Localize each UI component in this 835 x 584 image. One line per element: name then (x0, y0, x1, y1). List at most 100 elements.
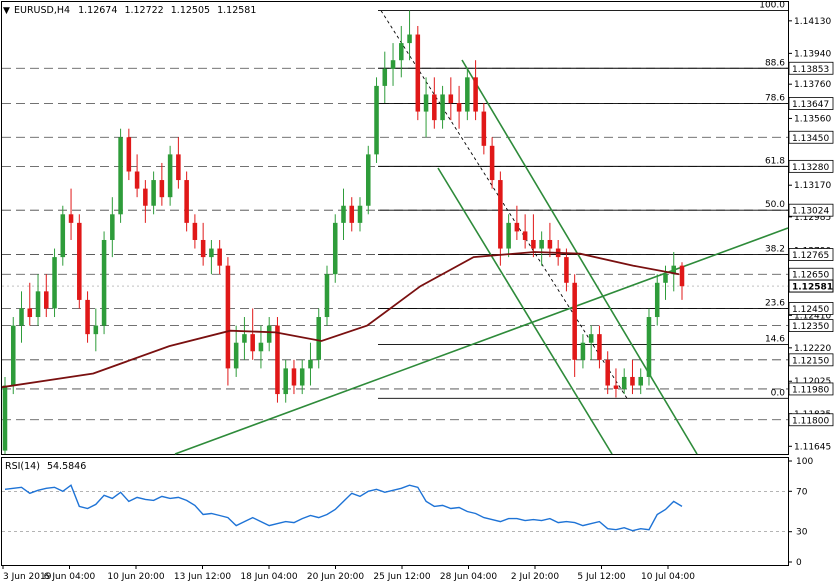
rsi-tick-label: 100 (796, 457, 813, 467)
price-level-box (788, 97, 834, 110)
fib-level-label: 88.6 (765, 58, 785, 68)
price-tick-label: 1.11645 (794, 442, 831, 452)
bull-candle (19, 308, 24, 326)
price-tick-label: 1.12985 (794, 213, 831, 223)
bear-candle (572, 282, 577, 360)
time-tick-label: 25 Jun 12:00 (373, 572, 430, 582)
price-tick-label: 1.13760 (794, 80, 831, 90)
price-level-box (788, 159, 834, 173)
channel-upper-line (461, 59, 698, 455)
bull-candle (266, 325, 272, 343)
rsi-tick-label: 30 (796, 528, 808, 538)
moving-average (1, 251, 680, 389)
bear-candle (184, 180, 189, 223)
bull-candle (308, 359, 313, 369)
bull-candle (654, 282, 660, 318)
price-level-box (788, 302, 834, 315)
bear-candle (481, 111, 487, 146)
price-level-label: 1.13024 (792, 207, 829, 217)
bear-candle (126, 137, 132, 172)
time-tick-label: 10 Jun 20:00 (107, 572, 164, 582)
bear-candle (605, 359, 610, 386)
price-level-box (788, 382, 834, 396)
bull-candle (242, 334, 247, 343)
price-level-label: 1.12350 (792, 322, 829, 332)
bear-candle (159, 180, 165, 198)
bull-candle (580, 342, 586, 360)
collapse-triangle-icon[interactable]: ▼ (3, 6, 10, 16)
price-level-label: 1.12650 (792, 271, 829, 281)
bear-candle (564, 257, 569, 283)
price-tick-label: 1.12025 (794, 377, 831, 387)
bull-candle (52, 257, 57, 309)
bull-candle (118, 137, 123, 215)
bear-candle (498, 180, 503, 249)
price-tick-label: 1.12220 (794, 344, 831, 354)
price-panel-frame (1, 1, 789, 455)
fib-diagonal (380, 10, 628, 399)
bear-candle (679, 265, 685, 287)
bull-candle (390, 60, 396, 69)
bear-candle (531, 239, 536, 249)
bear-candle (514, 222, 520, 232)
bull-candle (324, 274, 330, 318)
price-tick-label: 1.13940 (794, 49, 831, 59)
bull-candle (299, 368, 305, 386)
bull-candle (341, 205, 346, 223)
price-level-label: 1.13853 (792, 65, 829, 75)
fib-level-label: 38.2 (765, 245, 785, 255)
fibonacci-levels: 100.0 88.6 78.6 61.8 50.0 38.2 23.6 14.6 0.0 (378, 1, 788, 399)
current-price-label: 1.12581 (792, 283, 833, 293)
bull-candle (209, 248, 214, 258)
bear-candle (85, 299, 90, 335)
bull-candle (465, 77, 470, 112)
price-level-label: 1.13450 (792, 134, 829, 144)
bear-candle (68, 214, 74, 223)
bull-candle (110, 214, 115, 240)
bear-candle (250, 334, 255, 352)
bull-candle (357, 205, 363, 223)
bear-candle (275, 325, 280, 395)
price-level-label: 1.11980 (792, 385, 829, 395)
bull-candle (316, 317, 322, 360)
bull-candle (374, 85, 379, 155)
bear-candle (613, 385, 619, 389)
bull-candle (588, 334, 594, 343)
rsi-value: 54.5846 (47, 461, 86, 472)
close-value: 1.12581 (217, 5, 256, 16)
bear-candle (44, 291, 49, 309)
bull-candle (407, 34, 412, 44)
price-level-label: 1.13280 (792, 163, 829, 173)
bull-candle (10, 325, 16, 386)
time-tick-label: 28 Jun 04:00 (440, 572, 497, 582)
bull-candle (93, 325, 99, 335)
rsi-panel-frame (1, 457, 789, 566)
bear-candle (456, 103, 462, 112)
fib-level-label: 14.6 (765, 334, 785, 344)
symbol-label: EURUSD,H4 (14, 5, 70, 16)
bull-candle (233, 342, 239, 369)
bear-candle (217, 248, 222, 266)
bear-candle (473, 77, 478, 112)
price-level-label: 1.11800 (792, 416, 829, 426)
open-value: 1.12674 (78, 5, 117, 16)
bull-candle (101, 239, 107, 326)
bear-candle (547, 239, 553, 249)
price-level-label: 1.12450 (792, 305, 829, 315)
time-tick-label: 3 Jun 2019 (3, 572, 52, 582)
bull-candle (2, 385, 8, 451)
time-tick-label: 18 Jun 04:00 (240, 572, 297, 582)
price-level-box (788, 319, 834, 332)
high-value: 1.12722 (124, 5, 163, 16)
price-axis: 1.14130 1.13940 1.13760 1.13560 1.13170 1.129… (788, 17, 834, 452)
bear-candle (448, 94, 454, 104)
bull-candle (621, 376, 627, 389)
bull-candle (663, 274, 668, 283)
price-level-label: 1.12765 (792, 251, 829, 261)
bear-candle (143, 188, 148, 206)
time-tick-label: 5 Jul 12:00 (577, 572, 626, 582)
bear-candle (192, 222, 198, 240)
bull-candle (258, 342, 264, 352)
bull-candle (382, 68, 388, 86)
rsi-tick-label: 0 (796, 558, 802, 568)
